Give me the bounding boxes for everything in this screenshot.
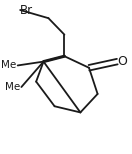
Text: Me: Me	[5, 82, 20, 92]
Text: Me: Me	[1, 61, 16, 70]
Text: O: O	[117, 55, 127, 68]
Text: Br: Br	[20, 4, 33, 16]
